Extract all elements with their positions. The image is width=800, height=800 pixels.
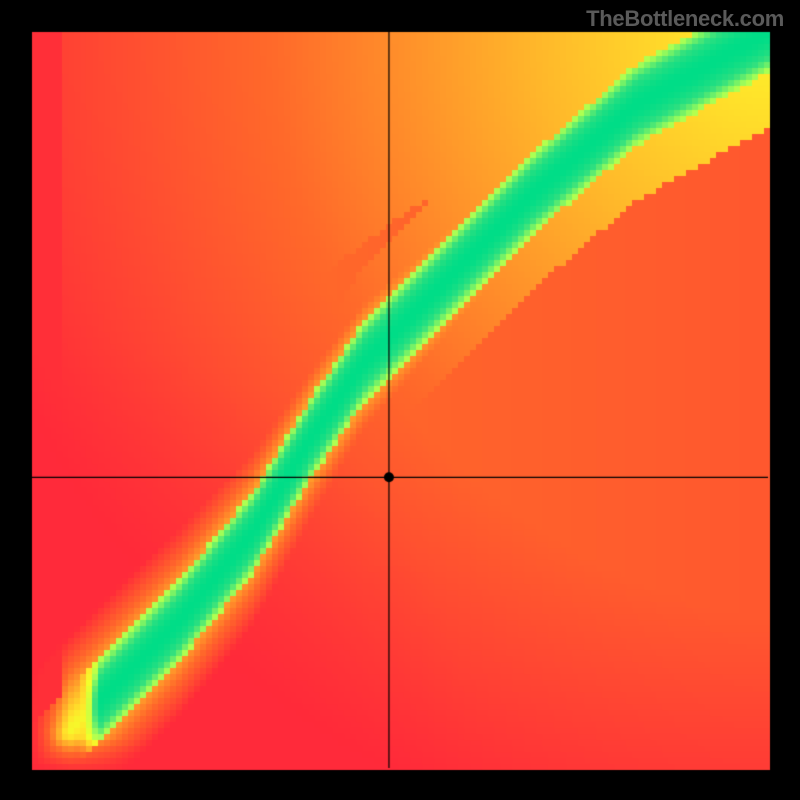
chart-container: TheBottleneck.com [0, 0, 800, 800]
bottleneck-heatmap [0, 0, 800, 800]
source-watermark: TheBottleneck.com [586, 6, 784, 32]
